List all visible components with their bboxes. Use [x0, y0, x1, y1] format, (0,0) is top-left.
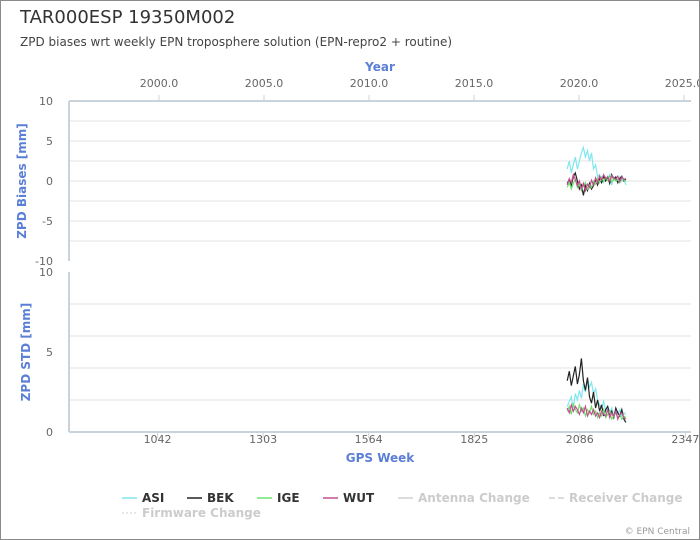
gps-week-tick-label: 1303	[249, 433, 277, 446]
chart-subtitle: ZPD biases wrt weekly EPN troposphere so…	[20, 35, 453, 49]
bias-y-tick-label: 10	[39, 95, 53, 108]
legend-item-label[interactable]: Antenna Change	[418, 491, 530, 505]
legend-item-label[interactable]: Receiver Change	[569, 491, 683, 505]
credits: © EPN Central	[624, 527, 690, 537]
year-tick-label: 2000.0	[140, 77, 179, 90]
std-series-wut	[566, 402, 627, 422]
year-tick-label: 2015.0	[455, 77, 494, 90]
year-tick-label: 2005.0	[245, 77, 284, 90]
bias-y-tick-label: -5	[42, 215, 53, 228]
legend-item-label[interactable]: Firmware Change	[142, 506, 261, 520]
bias-series-wut	[566, 172, 627, 193]
std-y-axis-title: ZPD STD [mm]	[19, 303, 33, 402]
legend-item-label[interactable]: BEK	[207, 491, 234, 505]
year-axis-title: Year	[364, 60, 395, 74]
std-y-tick-label: 10	[39, 266, 53, 279]
year-tick-label: 2025.0	[665, 77, 699, 90]
std-y-tick-label: 5	[46, 346, 53, 359]
gps-week-tick-label: 1825	[460, 433, 488, 446]
gps-week-tick-label: 1042	[144, 433, 172, 446]
bias-y-tick-label: -10	[35, 255, 53, 268]
gps-week-axis-title: GPS Week	[346, 451, 416, 465]
bias-y-tick-label: 5	[46, 135, 53, 148]
bias-y-axis-title: ZPD Biases [mm]	[15, 123, 29, 239]
bias-y-tick-label: 0	[46, 175, 53, 188]
legend-item-label[interactable]: ASI	[142, 491, 164, 505]
year-tick-label: 2010.0	[350, 77, 389, 90]
std-series-bek	[566, 358, 627, 423]
chart-title: TAR000ESP 19350M002	[20, 7, 236, 28]
gps-week-tick-label: 2086	[566, 433, 594, 446]
legend-item-label[interactable]: IGE	[277, 491, 300, 505]
year-tick-label: 2020.0	[560, 77, 599, 90]
legend-item-label[interactable]: WUT	[343, 491, 375, 505]
gps-week-tick-label: 1564	[355, 433, 383, 446]
std-y-tick-label: 0	[46, 426, 53, 439]
gps-week-tick-label: 2347	[671, 433, 699, 446]
